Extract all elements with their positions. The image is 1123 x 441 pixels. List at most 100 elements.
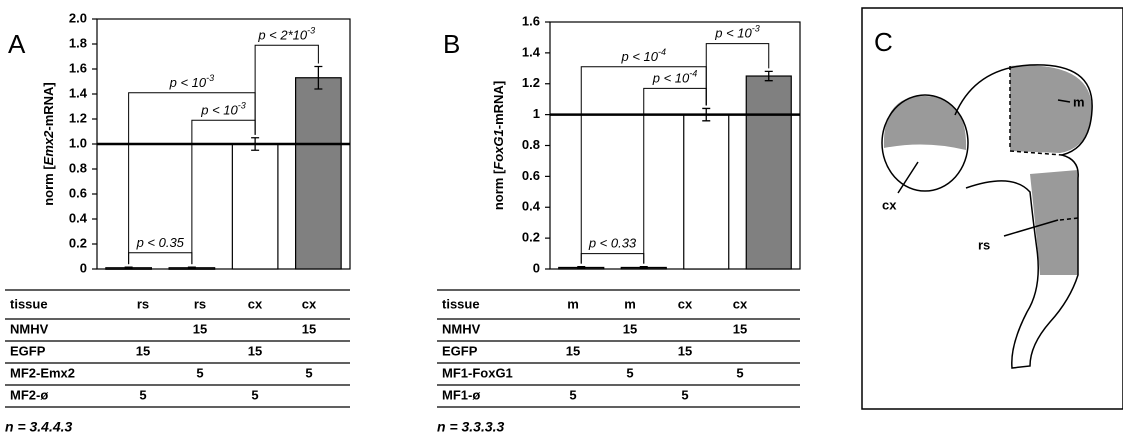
p-value: p < 10 xyxy=(169,75,207,90)
y-label-part: norm [ xyxy=(491,169,506,210)
table-row-label: EGFP xyxy=(442,343,478,358)
table-cell: cx xyxy=(678,296,693,311)
table-row-label: NMHV xyxy=(442,321,481,336)
significance-label: p < 10-3 xyxy=(169,73,215,90)
significance-bracket xyxy=(254,44,319,135)
y-tick-label: 1.2 xyxy=(69,110,87,125)
y-tick-label: 0 xyxy=(80,260,87,275)
table-row-label: MF2-Emx2 xyxy=(10,365,75,380)
plot-frame xyxy=(549,21,801,270)
significance-label: p < 10-3 xyxy=(714,24,760,41)
region-label: cx xyxy=(882,197,897,212)
table-cell: 15 xyxy=(733,321,747,336)
table-cell: cx xyxy=(733,296,748,311)
y-axis-label: norm [Emx2-mRNA] xyxy=(41,82,56,206)
p-exponent: -4 xyxy=(689,69,697,79)
y-tick-label: 0.4 xyxy=(522,199,541,214)
significance-bracket xyxy=(580,253,645,264)
table-row-label: MF1-FoxG1 xyxy=(442,365,513,380)
y-tick-label: 2.0 xyxy=(69,10,87,25)
y-tick-label: 1.4 xyxy=(69,85,88,100)
table-cell: 5 xyxy=(626,365,633,380)
panel-c-frame xyxy=(861,7,1123,410)
table-cell: rs xyxy=(194,296,206,311)
error-bar xyxy=(124,266,133,270)
region-label: m xyxy=(1073,94,1085,109)
panel-label: B xyxy=(443,29,460,59)
table-row-label: tissue xyxy=(10,296,48,311)
p-exponent: -3 xyxy=(307,26,315,36)
significance-label: p < 10-4 xyxy=(620,47,666,64)
significance-label: p < 0.35 xyxy=(136,235,185,250)
y-tick-label: 1.0 xyxy=(69,135,87,150)
p-exponent: -4 xyxy=(658,47,666,57)
bar xyxy=(745,75,792,270)
p-exponent: -3 xyxy=(752,24,760,34)
y-tick-label: 0.2 xyxy=(69,235,87,250)
table-cell: 15 xyxy=(566,343,580,358)
p-value: p < 2*10 xyxy=(257,28,308,43)
y-tick-label: 0.6 xyxy=(522,168,540,183)
table-cell: 5 xyxy=(569,387,576,402)
table-cell: 15 xyxy=(302,321,316,336)
p-exponent: -3 xyxy=(238,101,246,111)
table-cell: 5 xyxy=(681,387,688,402)
table-cell: 5 xyxy=(305,365,312,380)
p-value: p < 0.35 xyxy=(136,235,185,250)
significance-label: p < 10-3 xyxy=(200,101,246,118)
table-row-label: NMHV xyxy=(10,321,49,336)
y-label-part: norm [ xyxy=(41,165,56,206)
table-row-label: MF1-ø xyxy=(442,387,480,402)
y-tick-label: 1 xyxy=(533,106,540,121)
sample-size: n = 3.3.3.3 xyxy=(437,419,505,435)
brain-drawing xyxy=(881,64,1093,369)
panel-label: C xyxy=(874,27,893,57)
table-cell: 5 xyxy=(736,365,743,380)
y-tick-label: 0.2 xyxy=(522,230,540,245)
significance-label: p < 10-4 xyxy=(652,69,698,86)
y-label-gene: FoxG1 xyxy=(491,129,506,169)
error-bar xyxy=(187,266,196,270)
table-row-label: EGFP xyxy=(10,343,46,358)
error-bar xyxy=(314,65,323,90)
error-bar xyxy=(251,137,260,151)
y-label-part: -mRNA] xyxy=(41,82,56,130)
significance-bracket xyxy=(705,43,770,106)
table-cell: 5 xyxy=(251,387,258,402)
p-value: p < 10 xyxy=(620,49,658,64)
region-label: rs xyxy=(978,237,990,252)
y-axis-label: norm [FoxG1-mRNA] xyxy=(491,81,506,210)
sample-size: n = 3.4.4.3 xyxy=(5,419,73,435)
table-row-label: tissue xyxy=(442,296,480,311)
table-cell: m xyxy=(624,296,636,311)
table-cell: 15 xyxy=(136,343,150,358)
significance-bracket xyxy=(128,252,193,265)
table-cell: 5 xyxy=(139,387,146,402)
y-tick-label: 0.4 xyxy=(69,210,88,225)
table-cell: cx xyxy=(302,296,317,311)
y-tick-label: 0 xyxy=(533,260,540,275)
p-value: p < 10 xyxy=(652,71,690,86)
p-exponent: -3 xyxy=(206,73,214,83)
p-value: p < 10 xyxy=(200,103,238,118)
p-value: p < 0.33 xyxy=(588,236,637,251)
significance-label: p < 0.33 xyxy=(588,236,637,251)
y-tick-label: 1.4 xyxy=(522,44,541,59)
table-row-label: MF2-ø xyxy=(10,387,48,402)
table-cell: rs xyxy=(137,296,149,311)
error-bar xyxy=(577,266,586,269)
y-tick-label: 0.8 xyxy=(522,137,540,152)
y-tick-label: 1.6 xyxy=(69,60,87,75)
error-bar xyxy=(639,266,648,269)
error-bar xyxy=(764,70,773,82)
table-cell: 5 xyxy=(196,365,203,380)
y-label-part: -mRNA] xyxy=(491,81,506,129)
y-tick-label: 1.2 xyxy=(522,75,540,90)
table-cell: 15 xyxy=(623,321,637,336)
y-tick-label: 0.6 xyxy=(69,185,87,200)
bar xyxy=(295,77,342,270)
table-cell: 15 xyxy=(678,343,692,358)
y-tick-label: 1.8 xyxy=(69,35,87,50)
